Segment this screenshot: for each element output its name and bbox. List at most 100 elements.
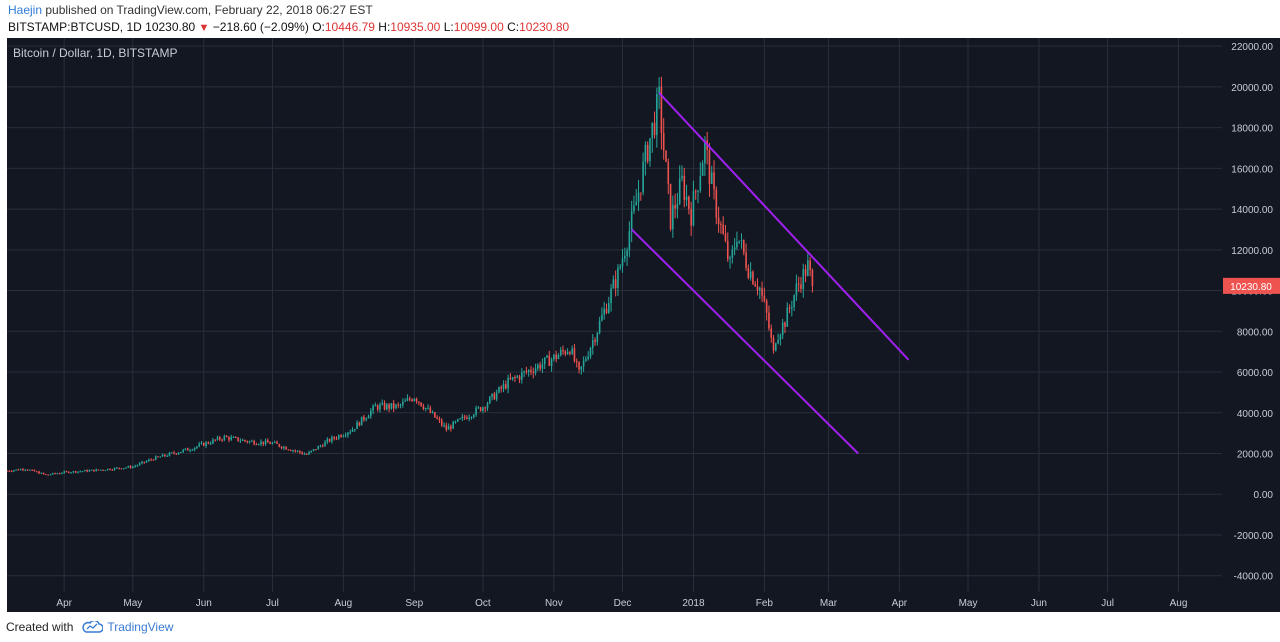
candle-body <box>299 450 301 453</box>
y-tick-label: 12000.00 <box>1231 246 1273 257</box>
candle-body <box>273 442 276 444</box>
candle-body <box>90 469 93 471</box>
candle-body <box>505 384 507 389</box>
candle-body <box>106 468 109 471</box>
candle-body <box>724 233 727 241</box>
candle-body <box>386 404 388 410</box>
candle-body <box>740 240 743 242</box>
candle-body <box>205 442 207 446</box>
last-price-value: 10230.80 <box>1230 282 1272 293</box>
candle-body <box>63 471 66 474</box>
candle-body <box>166 455 168 457</box>
candle-body <box>383 402 386 410</box>
candle-body <box>456 419 459 422</box>
candle-body <box>253 440 255 445</box>
close-value: 10230.80 <box>519 20 570 34</box>
candle-body <box>189 450 191 452</box>
candle-body <box>264 440 267 445</box>
candle-body <box>296 450 299 452</box>
candle-body <box>809 260 811 271</box>
candle-body <box>610 288 612 303</box>
candle-body <box>17 469 20 471</box>
candle-body <box>678 178 681 204</box>
candle-body <box>8 470 11 472</box>
candle-body <box>184 448 187 450</box>
price-chart[interactable]: 22000.00 20000.00 18000.00 16000.00 14000.00… <box>6 38 1280 612</box>
high-value: 10935.00 <box>390 20 441 34</box>
candle-body <box>216 437 219 440</box>
candle-body <box>749 271 752 278</box>
candle-body <box>642 161 644 193</box>
candle-body <box>324 441 326 447</box>
candle-body <box>244 439 246 442</box>
candle-body <box>571 348 573 354</box>
x-tick-label: Aug <box>334 598 352 609</box>
tradingview-brand[interactable]: TradingView <box>81 620 173 634</box>
candle-body <box>349 431 352 433</box>
candle-body <box>463 416 466 418</box>
candle-body <box>651 122 654 139</box>
last-price-box <box>1223 277 1280 294</box>
candle-body <box>209 443 212 445</box>
candle-body <box>278 444 281 447</box>
candle-body <box>42 472 45 475</box>
candle-body <box>578 361 580 370</box>
candle-body <box>358 422 361 426</box>
author-link[interactable]: Haejin <box>8 3 43 17</box>
candle-body <box>214 439 217 441</box>
x-tick-label: Feb <box>756 598 774 609</box>
candle-body <box>521 372 523 380</box>
candle-body <box>475 407 477 415</box>
price-axis[interactable] <box>1222 38 1280 612</box>
time-axis[interactable] <box>7 592 1222 612</box>
candle-body <box>122 468 125 470</box>
candle-body <box>125 467 127 469</box>
candle-body <box>543 357 546 365</box>
candle-body <box>331 437 333 442</box>
candle-body <box>241 439 244 441</box>
candle-body <box>26 469 29 471</box>
candle-body <box>562 350 564 352</box>
candle-body <box>628 231 631 251</box>
candle-body <box>321 445 324 447</box>
channel-lines[interactable] <box>630 92 910 455</box>
candle-body <box>228 437 230 440</box>
candle-body <box>347 432 349 436</box>
candle-body <box>38 471 40 474</box>
candle-body <box>715 189 718 218</box>
candle-body <box>640 192 642 194</box>
candle-body <box>708 149 711 184</box>
chart-title: Bitcoin / Dollar, 1D, BITSTAMP <box>13 46 178 60</box>
candle-body <box>548 355 551 366</box>
candle-body <box>411 399 413 401</box>
candle-body <box>15 469 17 471</box>
candle-body <box>251 440 253 442</box>
candle-body <box>93 469 95 472</box>
candle-body <box>198 443 201 447</box>
y-tick-label: 18000.00 <box>1231 124 1273 135</box>
candle-body <box>47 474 49 476</box>
candle-body <box>623 256 626 259</box>
candle-body <box>649 138 651 162</box>
candle-body <box>541 364 544 369</box>
candle-body <box>495 392 498 400</box>
candle-body <box>736 242 738 248</box>
publish-info: Haejin published on TradingView.com, Feb… <box>8 3 373 17</box>
candle-body <box>575 361 578 363</box>
candle-body <box>283 446 285 449</box>
candle-body <box>19 469 22 471</box>
candle-body <box>472 414 475 418</box>
candle-body <box>530 370 532 372</box>
y-tick-label: 20000.00 <box>1231 83 1273 94</box>
candle-body <box>177 452 180 455</box>
candle-body <box>143 461 146 463</box>
candle-body <box>29 469 31 471</box>
candle-body <box>134 465 136 467</box>
plot-area[interactable] <box>7 38 1222 592</box>
candle-body <box>61 473 63 475</box>
candle-body <box>173 452 175 454</box>
chart-container[interactable]: 22000.00 20000.00 18000.00 16000.00 14000.00… <box>6 38 1280 612</box>
candle-body <box>500 387 503 389</box>
candle-body <box>726 240 729 260</box>
candle-body <box>582 360 585 367</box>
